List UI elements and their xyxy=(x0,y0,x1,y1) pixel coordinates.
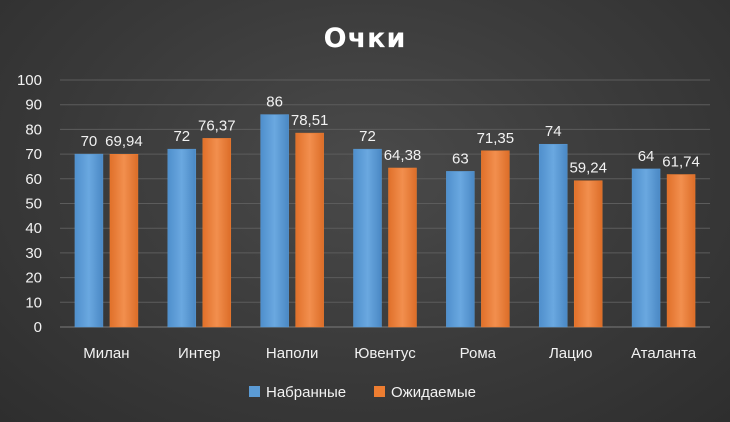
data-label: 59,24 xyxy=(569,160,607,177)
bar-ozhidaemye xyxy=(481,150,510,328)
gridlines xyxy=(60,79,710,328)
data-label: 86 xyxy=(266,94,283,111)
data-label: 72 xyxy=(359,128,376,145)
legend: Набранные Ожидаемые xyxy=(249,384,476,401)
bar-nabrannye xyxy=(74,153,104,328)
x-category-label: Наполи xyxy=(266,345,318,362)
bar-nabrannye xyxy=(353,148,382,328)
legend-label-ozhidaemye: Ожидаемые xyxy=(391,384,476,401)
bar-nabrannye xyxy=(538,143,568,328)
data-label: 64,38 xyxy=(384,147,422,164)
bar-ozhidaemye xyxy=(202,138,232,328)
data-label: 74 xyxy=(545,123,562,140)
bar-nabrannye xyxy=(260,114,289,328)
bar-ozhidaemye xyxy=(666,174,696,328)
y-tick-label: 90 xyxy=(25,97,42,114)
bar-nabrannye xyxy=(446,171,475,328)
y-tick-label: 50 xyxy=(25,196,42,213)
data-label: 70 xyxy=(81,133,98,150)
bar-ozhidaemye xyxy=(109,153,139,328)
bar-nabrannye xyxy=(167,148,197,328)
y-axis-ticks: 0 10 20 30 40 50 60 70 80 90 100 xyxy=(17,72,42,336)
data-label: 63 xyxy=(452,150,469,167)
bar-ozhidaemye xyxy=(295,132,324,328)
y-tick-label: 40 xyxy=(25,220,42,237)
data-labels: 70 69,94 72 76,37 86 78,51 72 64,38 63 71,35 74 59,… xyxy=(81,94,700,177)
legend-swatch-nabrannye xyxy=(249,386,260,397)
y-tick-label: 80 xyxy=(25,121,42,138)
data-label: 64 xyxy=(638,148,655,165)
y-tick-label: 30 xyxy=(25,245,42,262)
x-category-label: Аталанта xyxy=(631,345,697,362)
legend-swatch-ozhidaemye xyxy=(374,386,385,397)
data-label: 69,94 xyxy=(105,133,143,150)
bar-nabrannye xyxy=(631,168,661,328)
y-tick-label: 10 xyxy=(25,294,42,311)
data-label: 72 xyxy=(173,128,190,145)
y-tick-label: 70 xyxy=(25,146,42,163)
y-tick-label: 20 xyxy=(25,270,42,287)
chart-title: Очки xyxy=(324,23,407,54)
x-category-label: Лацио xyxy=(549,345,593,362)
bar-ozhidaemye xyxy=(388,167,417,328)
bar-ozhidaemye xyxy=(573,180,603,328)
x-category-label: Рома xyxy=(460,345,497,362)
data-label: 78,51 xyxy=(291,112,329,129)
legend-label-nabrannye: Набранные xyxy=(266,384,346,401)
bars xyxy=(74,114,696,328)
y-tick-label: 0 xyxy=(34,319,42,336)
x-category-label: Интер xyxy=(178,345,220,362)
y-tick-label: 100 xyxy=(17,72,42,89)
data-label: 71,35 xyxy=(477,130,515,147)
x-category-label: Милан xyxy=(83,345,129,362)
x-category-label: Ювентус xyxy=(354,345,416,362)
x-axis-categories: Милан Интер Наполи Ювентус Рома Лацио Аталанта xyxy=(83,345,696,362)
data-label: 61,74 xyxy=(662,154,700,171)
data-label: 76,37 xyxy=(198,117,236,134)
y-tick-label: 60 xyxy=(25,171,42,188)
